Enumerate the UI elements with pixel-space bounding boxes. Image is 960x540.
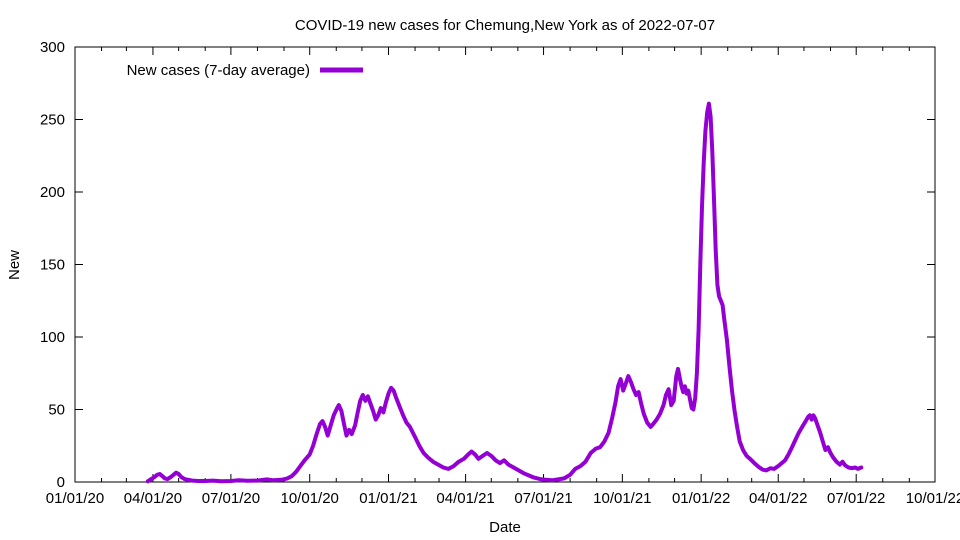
legend: New cases (7-day average) <box>127 62 363 79</box>
y-tick-label: 200 <box>40 184 65 201</box>
chart-title: COVID-19 new cases for Chemung,New York … <box>295 17 715 34</box>
y-tick-label: 300 <box>40 39 65 56</box>
x-tick-label: 10/01/22 <box>906 490 960 507</box>
x-tick-label: 10/01/21 <box>593 490 651 507</box>
x-tick-label: 01/01/22 <box>672 490 730 507</box>
x-tick-label: 10/01/20 <box>281 490 339 507</box>
y-tick-label: 50 <box>48 402 65 419</box>
x-tick-label: 01/01/21 <box>359 490 417 507</box>
new-cases-series-line <box>145 101 864 484</box>
legend-label: New cases (7-day average) <box>127 62 310 79</box>
y-axis-label: New <box>6 250 23 280</box>
y-tick-label: 250 <box>40 112 65 129</box>
x-tick-label: 07/01/20 <box>202 490 260 507</box>
x-tick-label: 04/01/21 <box>436 490 494 507</box>
y-tick-label: 100 <box>40 329 65 346</box>
x-axis-label: Date <box>489 519 521 536</box>
data-series <box>145 101 864 484</box>
plot-border <box>74 46 936 483</box>
y-tick-label: 0 <box>57 474 65 491</box>
x-tick-label: 04/01/22 <box>749 490 807 507</box>
x-tick-label: 07/01/22 <box>827 490 885 507</box>
x-tick-label: 07/01/21 <box>514 490 572 507</box>
axis-tick-labels: 01/01/20 04/01/20 07/01/20 10/01/20 01/01/21… <box>40 39 960 507</box>
x-tick-label: 04/01/20 <box>124 490 182 507</box>
x-tick-label: 01/01/20 <box>46 490 104 507</box>
y-tick-label: 150 <box>40 257 65 274</box>
